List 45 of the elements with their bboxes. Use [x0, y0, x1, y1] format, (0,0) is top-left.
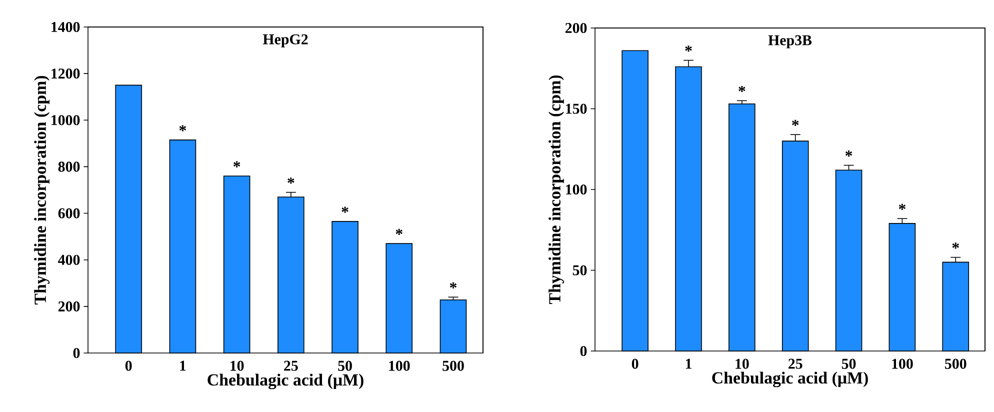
y-tick-label: 0 [580, 346, 587, 356]
x-tick-label: 100 [389, 360, 410, 371]
x-tick-label: 10 [736, 358, 749, 369]
y-tick-label: 50 [572, 265, 587, 276]
x-axis-title: Chebulagic acid (μM) [208, 374, 364, 390]
y-tick-label: 1400 [52, 22, 80, 32]
x-tick-label: 50 [842, 358, 856, 369]
annotation: * [233, 161, 240, 168]
annotation: * [792, 120, 799, 126]
x-tick-label: 1 [686, 358, 692, 369]
chart-title: Hep3B [768, 35, 812, 48]
y-tick-label: 0 [73, 348, 80, 358]
y-axis-title: Thymidine incorporation (cpm) [548, 75, 564, 304]
annotation: * [898, 204, 906, 210]
y-tick-label: 150 [566, 104, 587, 114]
y-tick-label: 800 [58, 162, 80, 172]
x-tick-label: 10 [230, 360, 244, 371]
y-tick-label: 200 [58, 301, 80, 312]
annotation: * [738, 86, 746, 92]
y-tick-label: 400 [58, 254, 80, 265]
chart-title: HepG2 [262, 34, 308, 48]
annotation: * [342, 206, 348, 213]
x-tick-label: 50 [338, 360, 352, 371]
y-tick-label: 1000 [52, 115, 80, 126]
x-tick-label: 25 [284, 360, 298, 371]
x-tick-label: 500 [442, 360, 464, 371]
y-tick-label: 600 [58, 208, 80, 218]
x-tick-label: 500 [945, 358, 966, 369]
annotation: * [396, 228, 402, 235]
y-tick-label: 200 [565, 22, 587, 34]
x-axis-title: Chebulagic acid (μM) [712, 372, 868, 388]
annotation: * [288, 178, 294, 184]
x-tick-label: 0 [125, 360, 132, 371]
x-tick-label: 25 [788, 358, 802, 369]
y-tick-label: 1200 [52, 68, 80, 79]
annotation: * [179, 125, 186, 132]
x-tick-label: 0 [632, 358, 638, 369]
y-axis-title: Thymidine incorporation (cpm) [34, 76, 50, 305]
x-tick-label: 100 [892, 358, 913, 369]
x-tick-label: 1 [180, 360, 186, 371]
annotation: * [685, 46, 692, 52]
annotation: * [952, 242, 959, 249]
y-tick-label: 100 [566, 184, 587, 195]
annotation: * [845, 150, 852, 157]
annotation: * [450, 282, 457, 288]
